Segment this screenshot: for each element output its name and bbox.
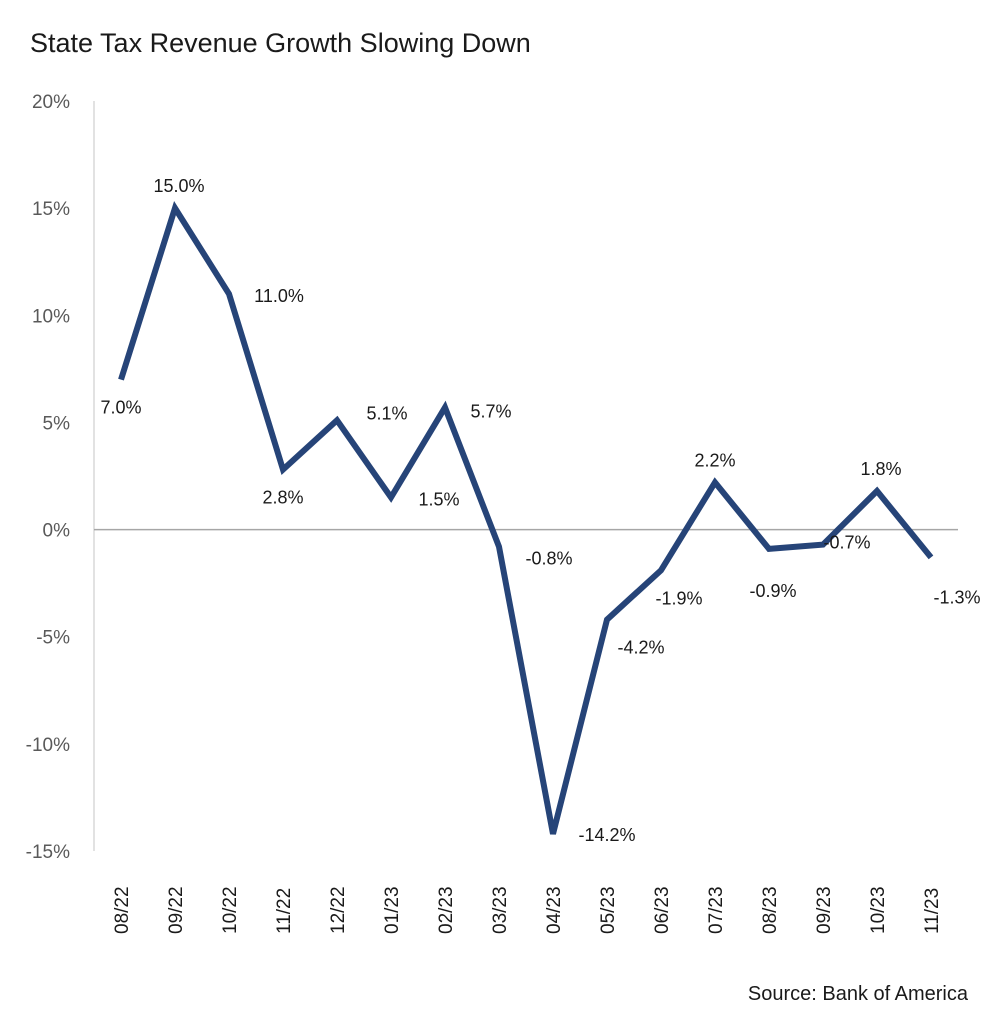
data-label: 15.0%: [153, 176, 204, 196]
source-note: Source: Bank of America: [747, 983, 968, 1005]
x-tick-label: 08/22: [112, 886, 133, 934]
data-label: -1.3%: [933, 587, 980, 607]
y-axis-ticks: 20% 15% 10% 5% 0% -5% -10% -15%: [26, 92, 70, 863]
y-tick-label: -10%: [26, 735, 70, 756]
series-group: [118, 201, 934, 835]
series-line: [118, 201, 934, 835]
data-label: 1.8%: [860, 459, 901, 479]
x-tick-label: 10/23: [868, 886, 889, 934]
x-tick-label: 08/23: [760, 886, 781, 934]
y-tick-label: 20%: [32, 92, 70, 113]
x-axis-ticks: 08/22 09/22 10/22 11/22 12/22 01/23 02/23 03/23…: [112, 886, 943, 934]
y-tick-label: 15%: [32, 199, 70, 220]
x-tick-label: 03/23: [490, 886, 511, 934]
data-label: -0.7%: [823, 533, 870, 553]
x-tick-label: 09/22: [166, 886, 187, 934]
y-tick-label: -15%: [26, 842, 70, 863]
y-tick-label: 0%: [43, 521, 71, 542]
x-tick-label: 09/23: [814, 886, 835, 934]
data-label: 11.0%: [254, 286, 304, 306]
data-label: -0.9%: [749, 581, 796, 601]
x-tick-label: 11/23: [922, 888, 943, 934]
y-tick-label: 10%: [32, 306, 70, 327]
y-tick-label: -5%: [36, 628, 70, 649]
axes: [93, 101, 958, 851]
data-label: -0.8%: [525, 549, 572, 569]
x-tick-label: 06/23: [652, 886, 673, 934]
data-label: -14.2%: [578, 825, 635, 845]
x-tick-label: 07/23: [706, 886, 727, 934]
x-tick-label: 10/22: [220, 886, 241, 934]
data-label: 5.7%: [470, 401, 511, 421]
data-label: 2.2%: [694, 450, 735, 470]
x-tick-label: 02/23: [436, 886, 457, 934]
data-label: -1.9%: [655, 588, 702, 608]
x-tick-label: 05/23: [598, 886, 619, 934]
data-label: 7.0%: [100, 398, 141, 418]
x-tick-label: 11/22: [274, 888, 295, 934]
data-label: 5.1%: [366, 403, 407, 423]
data-label: 2.8%: [262, 488, 303, 508]
x-tick-label: 04/23: [544, 886, 565, 934]
x-tick-label: 12/22: [328, 886, 349, 934]
chart-title: State Tax Revenue Growth Slowing Down: [30, 28, 531, 58]
data-label: -4.2%: [617, 638, 664, 658]
data-labels: 7.0% 15.0% 11.0% 2.8% 5.1% 1.5% 5.7% -0.8% -14.2…: [100, 176, 980, 845]
y-tick-label: 5%: [43, 413, 71, 434]
data-label: 1.5%: [418, 489, 459, 509]
x-tick-label: 01/23: [382, 886, 403, 934]
